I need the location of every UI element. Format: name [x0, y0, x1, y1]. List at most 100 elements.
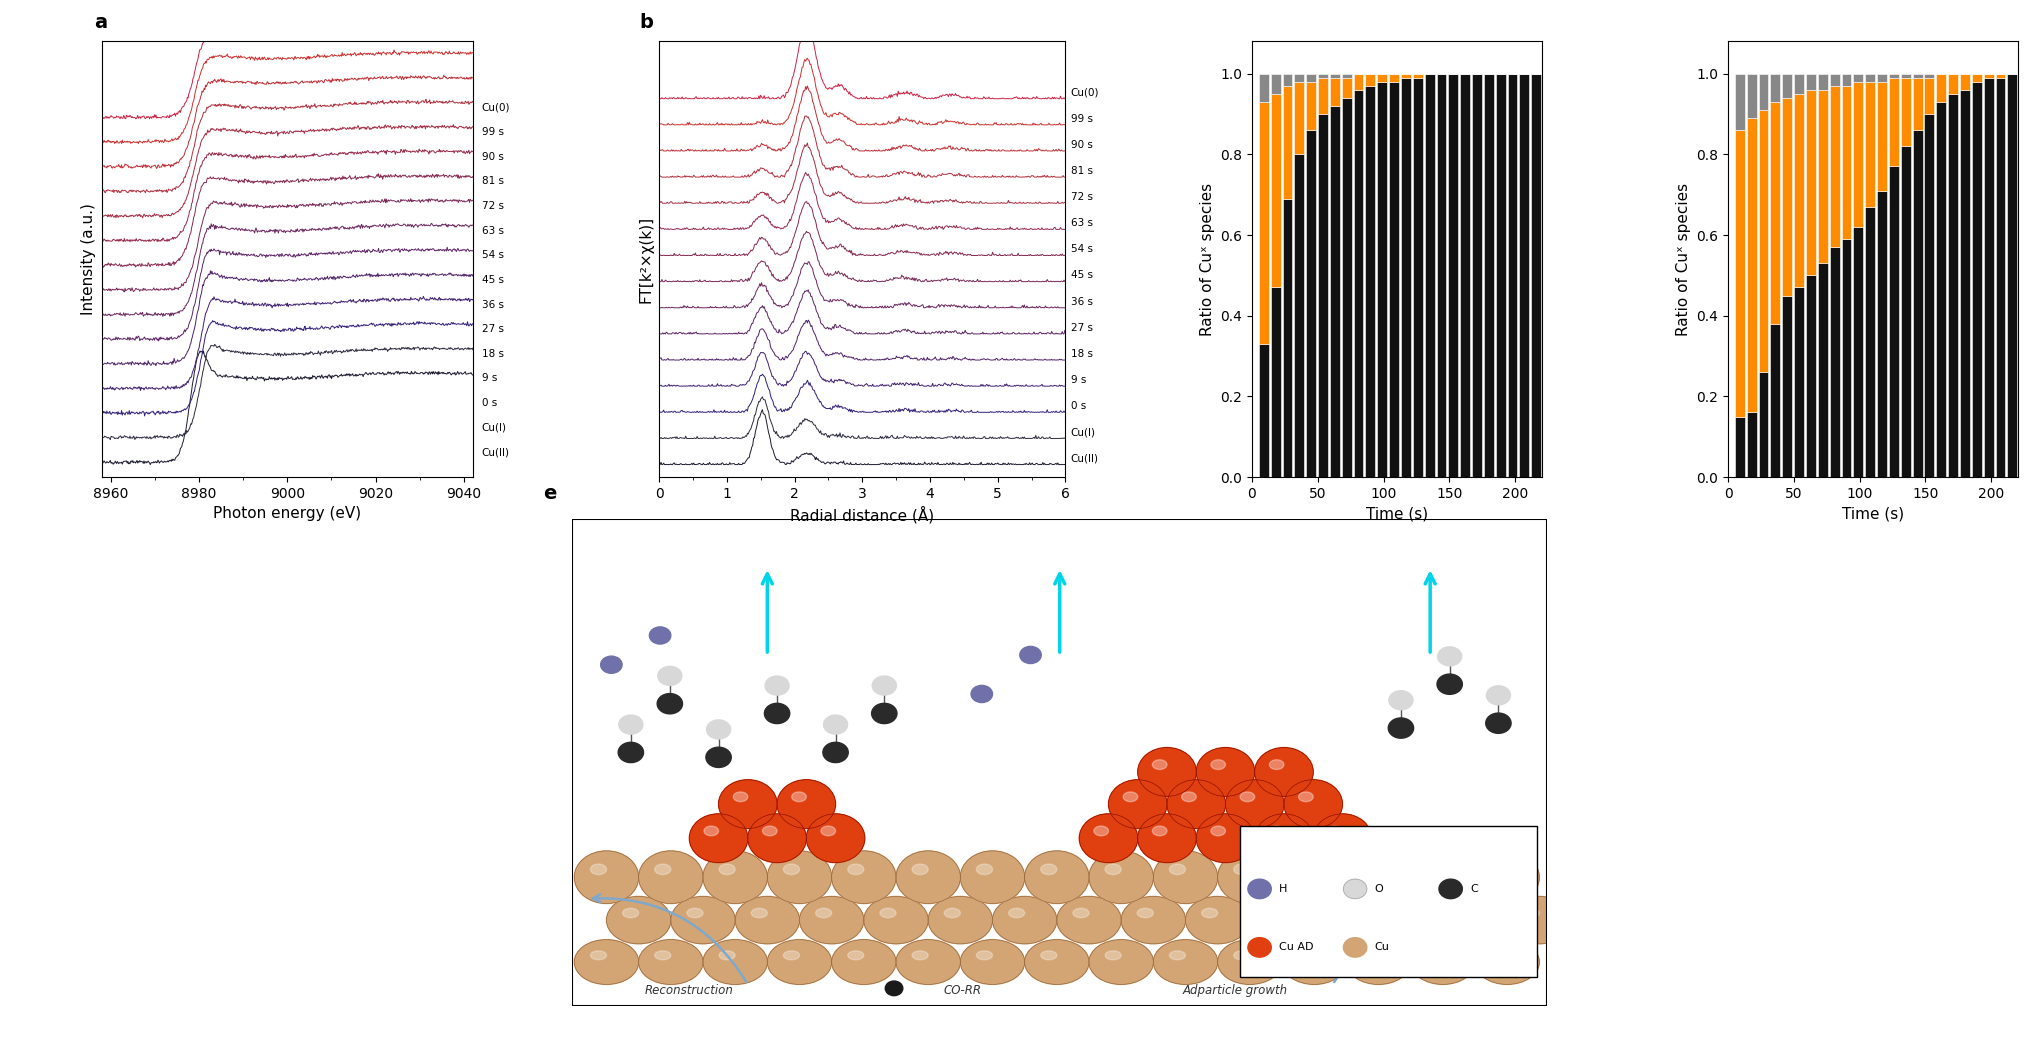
Ellipse shape — [1009, 908, 1025, 918]
Ellipse shape — [1427, 864, 1443, 874]
Bar — [1973, 74, 1981, 82]
Ellipse shape — [1410, 851, 1476, 903]
Ellipse shape — [687, 908, 703, 918]
Ellipse shape — [1233, 951, 1249, 960]
X-axis label: Photon energy (eV): Photon energy (eV) — [214, 506, 361, 522]
Ellipse shape — [705, 748, 732, 767]
Bar — [1734, 74, 1745, 131]
Ellipse shape — [768, 851, 832, 903]
Ellipse shape — [1476, 851, 1539, 903]
Ellipse shape — [1343, 937, 1367, 957]
Bar — [1759, 110, 1769, 372]
Ellipse shape — [1170, 864, 1186, 874]
Ellipse shape — [638, 940, 703, 984]
Bar — [1830, 74, 1840, 86]
Bar — [1806, 90, 1816, 276]
Ellipse shape — [783, 951, 799, 960]
Ellipse shape — [1041, 864, 1058, 874]
Bar — [1734, 417, 1745, 477]
Ellipse shape — [1247, 879, 1272, 899]
Bar — [1400, 78, 1410, 477]
Bar — [1924, 114, 1934, 477]
Bar — [1294, 82, 1304, 155]
Ellipse shape — [607, 896, 671, 944]
Bar — [1259, 102, 1270, 344]
Text: CO-RR: CO-RR — [944, 984, 980, 998]
Text: 36 s: 36 s — [481, 300, 503, 310]
Ellipse shape — [1080, 814, 1137, 863]
Bar — [1901, 74, 1912, 78]
Ellipse shape — [1247, 937, 1272, 957]
Ellipse shape — [880, 908, 897, 918]
Ellipse shape — [703, 851, 768, 903]
Bar — [1365, 86, 1376, 477]
Bar — [1425, 74, 1435, 477]
Bar — [1936, 74, 1946, 102]
Text: 0 s: 0 s — [481, 398, 497, 409]
Ellipse shape — [1088, 940, 1154, 984]
Ellipse shape — [703, 826, 719, 836]
Ellipse shape — [1025, 851, 1088, 903]
Bar — [1353, 74, 1363, 90]
Bar — [1865, 74, 1875, 82]
Ellipse shape — [654, 864, 671, 874]
Ellipse shape — [1363, 951, 1378, 960]
Ellipse shape — [650, 627, 671, 644]
Text: 63 s: 63 s — [1070, 218, 1092, 228]
Ellipse shape — [1388, 718, 1414, 738]
Bar — [1378, 74, 1388, 82]
Ellipse shape — [1394, 908, 1410, 918]
Ellipse shape — [762, 826, 776, 836]
Ellipse shape — [768, 940, 832, 984]
Bar — [1734, 131, 1745, 417]
Bar — [1319, 114, 1329, 477]
Y-axis label: Ratio of Cuˣ species: Ratio of Cuˣ species — [1675, 183, 1692, 336]
Bar — [1783, 97, 1791, 296]
Ellipse shape — [1347, 851, 1410, 903]
Bar — [1496, 74, 1506, 477]
Bar — [1508, 74, 1518, 477]
Text: 90 s: 90 s — [481, 151, 503, 162]
Bar — [1437, 74, 1447, 477]
Bar — [1830, 86, 1840, 247]
Text: Cu(II): Cu(II) — [481, 447, 510, 457]
Text: Cu(II): Cu(II) — [1070, 453, 1098, 464]
Ellipse shape — [1282, 851, 1347, 903]
Bar — [1877, 74, 1887, 82]
Ellipse shape — [575, 940, 638, 984]
Ellipse shape — [1121, 896, 1186, 944]
Text: 18 s: 18 s — [1070, 348, 1092, 359]
Bar — [1936, 102, 1946, 477]
Bar — [1412, 78, 1423, 477]
Ellipse shape — [707, 720, 732, 739]
Ellipse shape — [575, 851, 638, 903]
Bar — [1901, 146, 1912, 477]
Text: 27 s: 27 s — [1070, 323, 1092, 333]
Ellipse shape — [734, 792, 748, 802]
Ellipse shape — [591, 951, 607, 960]
Bar — [1806, 276, 1816, 477]
Bar — [1818, 263, 1828, 477]
Ellipse shape — [1019, 646, 1041, 664]
Ellipse shape — [821, 826, 836, 836]
Ellipse shape — [1522, 908, 1539, 918]
Ellipse shape — [1437, 674, 1463, 695]
Ellipse shape — [913, 864, 927, 874]
Ellipse shape — [848, 864, 864, 874]
Ellipse shape — [764, 703, 791, 724]
Ellipse shape — [1088, 851, 1154, 903]
Bar — [1983, 78, 1993, 477]
Text: O: O — [1374, 884, 1384, 894]
Ellipse shape — [832, 851, 897, 903]
Ellipse shape — [1437, 647, 1461, 666]
Bar — [1365, 74, 1376, 86]
Bar — [1294, 74, 1304, 82]
Ellipse shape — [1315, 896, 1378, 944]
Bar — [1961, 74, 1971, 90]
Bar — [1901, 78, 1912, 146]
Text: Adparticle growth: Adparticle growth — [1182, 984, 1288, 998]
Ellipse shape — [1331, 908, 1347, 918]
Ellipse shape — [1154, 851, 1217, 903]
Ellipse shape — [1486, 685, 1510, 705]
Text: 9 s: 9 s — [481, 373, 497, 384]
